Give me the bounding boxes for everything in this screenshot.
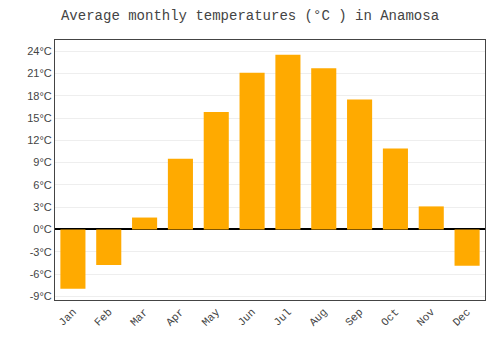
svg-text:18°C: 18°C (27, 90, 52, 102)
svg-text:0°C: 0°C (33, 223, 52, 235)
svg-text:Jan: Jan (56, 306, 78, 328)
svg-text:Jul: Jul (271, 306, 293, 328)
svg-text:3°C: 3°C (33, 201, 52, 213)
svg-text:-9°C: -9°C (30, 290, 52, 302)
svg-text:24°C: 24°C (27, 45, 52, 57)
svg-text:15°C: 15°C (27, 112, 52, 124)
svg-text:21°C: 21°C (27, 67, 52, 79)
svg-text:Jun: Jun (236, 306, 258, 328)
svg-text:Sep: Sep (343, 306, 365, 328)
svg-text:Dec: Dec (451, 306, 473, 328)
svg-text:Mar: Mar (128, 306, 150, 328)
svg-text:May: May (200, 306, 223, 329)
svg-text:Feb: Feb (92, 306, 114, 328)
svg-text:12°C: 12°C (27, 134, 52, 146)
svg-text:9°C: 9°C (33, 156, 52, 168)
svg-text:Average monthly temperatures (: Average monthly temperatures (°C ) in An… (61, 8, 439, 24)
svg-text:6°C: 6°C (33, 179, 52, 191)
svg-text:-3°C: -3°C (30, 246, 52, 258)
svg-text:Oct: Oct (379, 306, 401, 328)
svg-text:Apr: Apr (164, 306, 186, 328)
svg-text:Nov: Nov (415, 306, 438, 329)
svg-text:Aug: Aug (307, 306, 329, 328)
svg-text:-6°C: -6°C (30, 268, 52, 280)
